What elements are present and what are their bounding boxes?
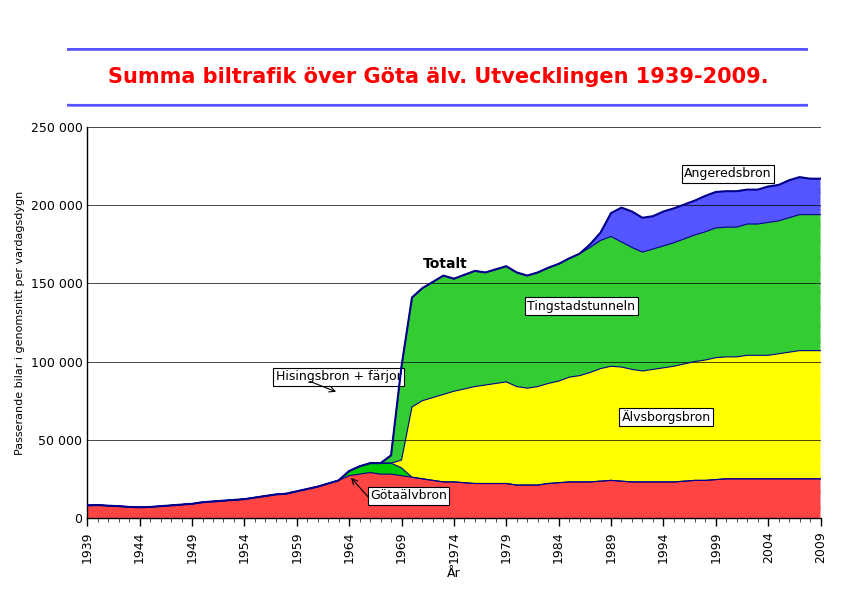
FancyBboxPatch shape	[60, 49, 816, 105]
Y-axis label: Passerande bilar i genomsnitt per vardagsdygn: Passerande bilar i genomsnitt per vardag…	[15, 190, 25, 455]
Text: Tingstadstunneln: Tingstadstunneln	[527, 300, 635, 313]
X-axis label: År: År	[447, 567, 461, 580]
Text: Älvsborgsbron: Älvsborgsbron	[621, 410, 711, 424]
Text: Hisingsbron + färjor: Hisingsbron + färjor	[276, 370, 402, 383]
Text: Summa biltrafik över Göta älv. Utvecklingen 1939-2009.: Summa biltrafik över Göta älv. Utvecklin…	[108, 67, 768, 87]
Text: Totalt: Totalt	[423, 257, 467, 271]
Text: Götaälvbron: Götaälvbron	[370, 489, 447, 502]
Text: Angeredsbron: Angeredsbron	[685, 167, 772, 180]
